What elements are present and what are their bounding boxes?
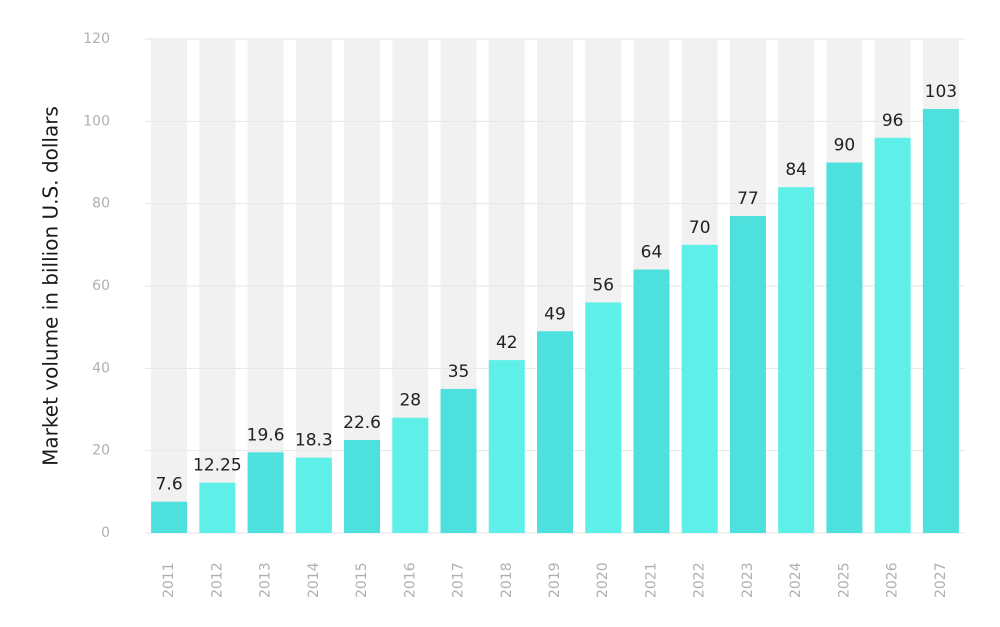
bar — [537, 331, 573, 533]
y-tick-label: 120 — [83, 31, 110, 47]
bar-value-label: 77 — [737, 189, 759, 209]
bar-value-label: 90 — [834, 136, 856, 156]
bar-value-label: 18.3 — [295, 431, 333, 451]
bar — [729, 216, 766, 533]
x-tick-label: 2015 — [354, 562, 370, 598]
x-axis-ticks: 2011 2012 2013 2014 2015 2016 2017 2018 2019 2020… — [161, 562, 949, 598]
bar-value-label: 49 — [544, 304, 566, 324]
bar-value-label: 12.25 — [193, 456, 242, 476]
bar-value-label: 28 — [399, 391, 421, 411]
x-tick-label: 2024 — [788, 562, 804, 598]
x-tick-label: 2013 — [258, 562, 274, 598]
x-tick-label: 2023 — [740, 562, 756, 598]
bar — [199, 482, 236, 533]
x-tick-label: 2026 — [885, 562, 901, 598]
x-tick-label: 2021 — [643, 562, 659, 598]
y-tick-label: 40 — [92, 360, 110, 376]
x-tick-label: 2022 — [692, 562, 708, 598]
y-tick-label: 100 — [83, 113, 110, 129]
y-tick-label: 0 — [101, 525, 110, 541]
bar — [778, 187, 815, 533]
bar-value-label: 22.6 — [343, 413, 381, 433]
x-tick-label: 2025 — [836, 562, 852, 598]
y-tick-label: 20 — [92, 443, 110, 459]
bar — [826, 162, 863, 533]
bar — [488, 360, 525, 533]
bar-value-label: 7.6 — [156, 475, 183, 495]
bar — [681, 244, 718, 534]
y-axis-label: Market volume in billion U.S. dollars — [39, 106, 63, 466]
bar-value-label: 64 — [641, 243, 663, 263]
bar — [585, 302, 622, 533]
x-tick-label: 2016 — [402, 562, 418, 598]
bar-value-label: 19.6 — [247, 425, 285, 445]
bar-value-label: 70 — [689, 218, 711, 238]
bar-value-label: 56 — [592, 275, 614, 295]
bar — [295, 457, 332, 533]
x-tick-label: 2014 — [306, 562, 322, 598]
x-tick-label: 2017 — [451, 562, 467, 598]
bar — [247, 452, 284, 533]
bar — [344, 439, 381, 533]
bar-value-label: 84 — [785, 160, 807, 180]
bar — [633, 269, 670, 533]
x-tick-label: 2020 — [595, 562, 611, 598]
y-tick-label: 80 — [92, 196, 110, 212]
x-tick-label: 2019 — [547, 562, 563, 598]
x-tick-label: 2011 — [161, 562, 177, 598]
bar-value-label: 103 — [925, 82, 957, 102]
bar — [151, 501, 188, 533]
x-tick-label: 2012 — [209, 562, 225, 598]
bar — [440, 388, 477, 533]
x-tick-label: 2027 — [933, 562, 949, 598]
x-tick-label: 2018 — [499, 562, 515, 598]
bar — [874, 137, 911, 534]
y-axis-ticks: 0 20 40 60 80 100 120 — [83, 31, 110, 541]
bar — [392, 417, 429, 533]
bar-value-label: 42 — [496, 333, 518, 353]
bar-value-label: 96 — [882, 111, 904, 131]
y-tick-label: 60 — [92, 278, 110, 294]
bars — [151, 108, 959, 534]
bar — [922, 108, 959, 533]
bar-value-label: 35 — [448, 362, 470, 382]
